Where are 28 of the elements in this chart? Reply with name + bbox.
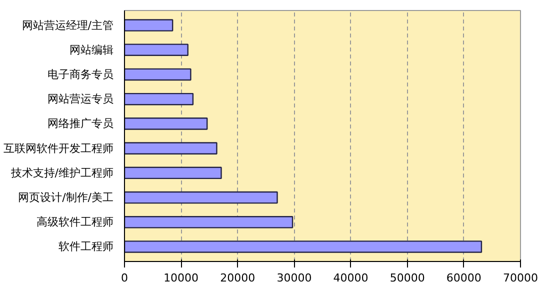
x-tick-label: 40000 (333, 272, 368, 284)
bar (124, 19, 174, 32)
x-tick-label: 70000 (503, 272, 538, 284)
x-tick-label: 20000 (220, 272, 256, 284)
y-tick-label: 技术支持/维护工程师 (10, 166, 114, 180)
bar (124, 166, 222, 180)
bar (124, 92, 194, 106)
y-tick-label: 网站编辑 (70, 43, 114, 56)
x-tick-label: 50000 (390, 272, 425, 284)
y-tick-label: 电子商务专员 (48, 68, 114, 81)
y-tick-label: 网站营运经理/主管 (22, 18, 114, 32)
bar (124, 191, 278, 204)
x-tick-label: 30000 (276, 272, 312, 284)
x-tick-label: 0 (121, 272, 128, 284)
bar (124, 44, 188, 56)
bar (124, 118, 208, 130)
y-tick-label: 软件工程师 (58, 240, 114, 254)
bar (124, 240, 482, 253)
bar (124, 216, 294, 228)
y-tick-label: 网站营运专员 (48, 92, 114, 106)
x-tick-label: 60000 (446, 272, 482, 284)
y-tick-label: 互联网软件开发工程师 (4, 142, 114, 155)
x-tick-label: 10000 (164, 272, 199, 284)
y-tick-label: 网络推广专员 (48, 117, 114, 130)
y-tick-label: 网页设计/制作/美工 (18, 191, 114, 204)
y-tick-label: 高级软件工程师 (36, 216, 114, 229)
bar (124, 68, 192, 81)
bar (124, 142, 218, 154)
